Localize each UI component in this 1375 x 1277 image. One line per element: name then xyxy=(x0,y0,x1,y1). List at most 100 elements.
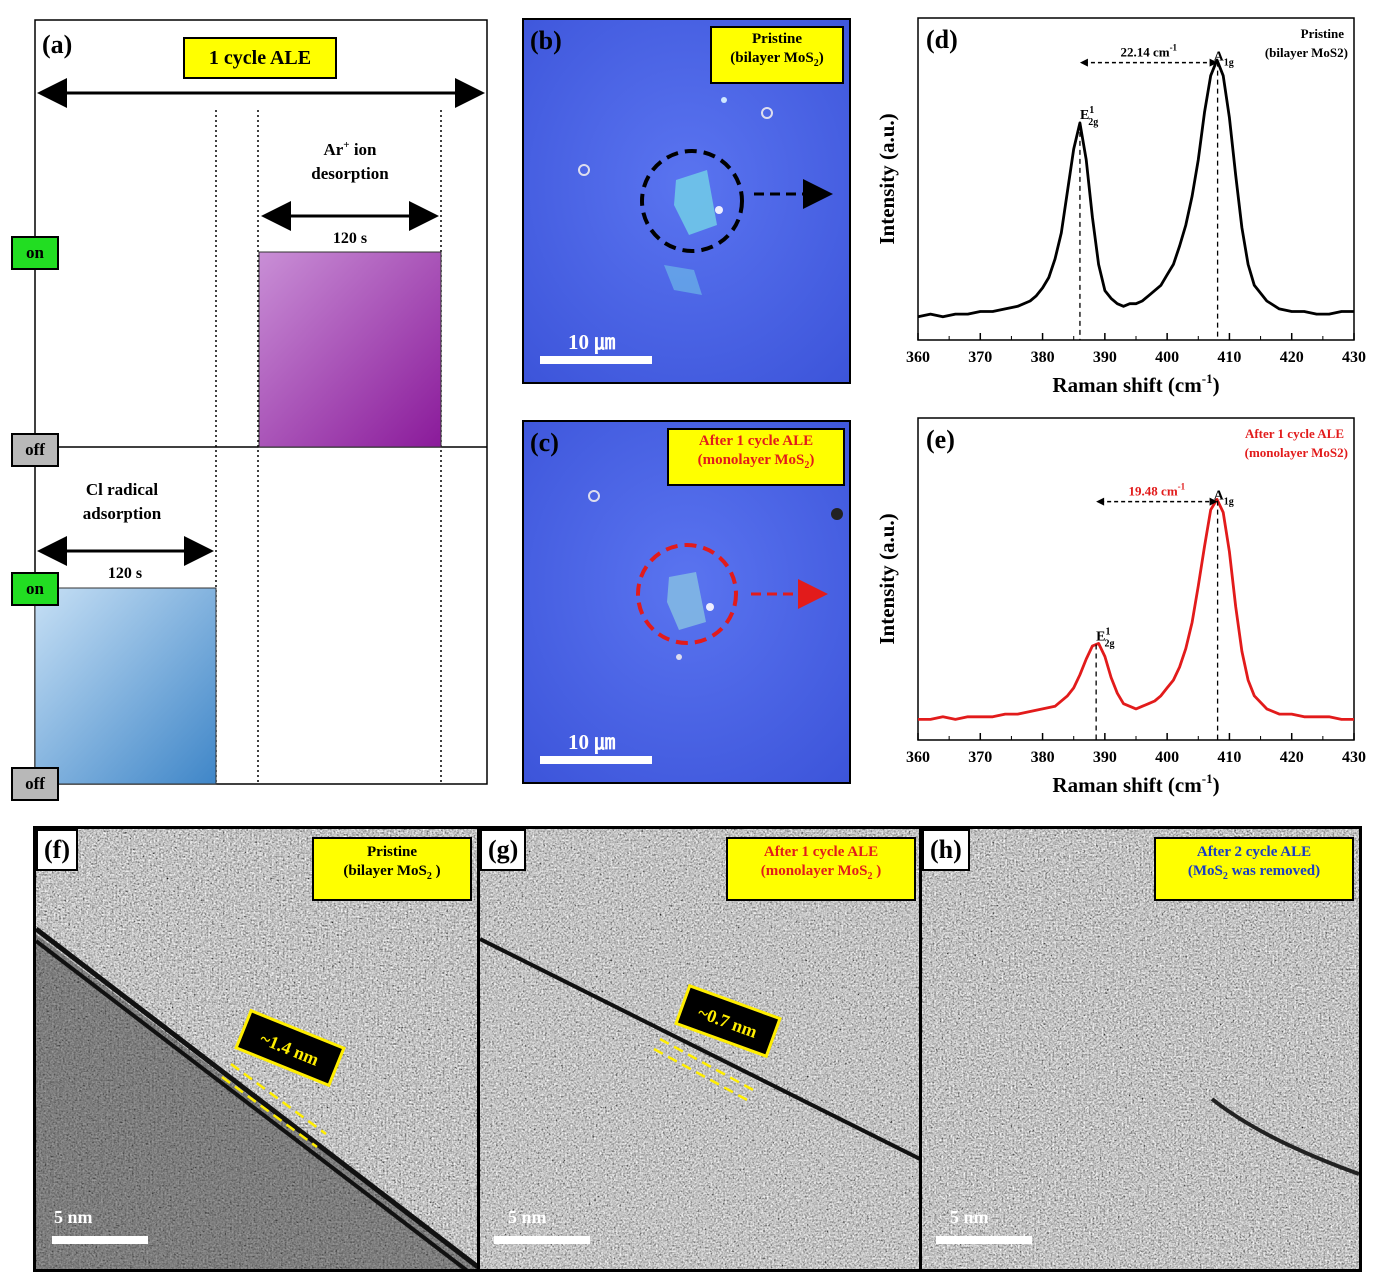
panel-a-label: (a) xyxy=(42,30,73,59)
box-line2: (bilayer MoS2 ) xyxy=(343,862,441,882)
panel-g-condition-box: After 1 cycle ALE (monolayer MoS2 ) xyxy=(726,837,916,901)
flake-circle xyxy=(636,543,738,645)
box-line2: (MoS2 was removed) xyxy=(1187,862,1321,882)
panel-h-tem: (h) After 2 cycle ALE (MoS2 was removed)… xyxy=(919,826,1362,1272)
ar-ion-label-line2: desorption xyxy=(311,164,389,183)
scale-bar xyxy=(494,1236,590,1244)
cl-label-line1: Cl radical xyxy=(86,480,159,499)
condition-annotation: Pristine xyxy=(1301,26,1345,41)
panel-h-label: (h) xyxy=(922,829,970,871)
arrow-head xyxy=(1209,58,1218,67)
box-line2: (monolayer MoS2) xyxy=(697,451,815,471)
condition-annotation-sub: (monolayer MoS2) xyxy=(1245,445,1348,460)
cl-off-tag: off xyxy=(11,767,59,801)
scale-label: 10 ㎛ xyxy=(568,730,616,754)
thickness-box xyxy=(234,1008,346,1088)
flake-circle xyxy=(640,149,744,253)
scale-bar xyxy=(936,1236,1032,1244)
scale-bar xyxy=(540,356,652,364)
scale-label: 5 nm xyxy=(508,1207,547,1227)
cl-duration-label: 120 s xyxy=(108,565,142,582)
particle xyxy=(588,490,600,502)
particle xyxy=(761,107,773,119)
ar-off-tag: off xyxy=(11,433,59,467)
box-line1: After 2 cycle ALE xyxy=(1196,844,1312,860)
box-line1: Pristine xyxy=(367,844,417,860)
cl-radical-pulse-bar xyxy=(34,587,217,785)
plot-frame xyxy=(917,417,1355,741)
x-tick-label: 400 xyxy=(1155,749,1179,766)
peak-separation-label: 22.14 cm-1 xyxy=(1120,43,1177,60)
x-tick-label: 410 xyxy=(1217,349,1241,366)
scale-bar xyxy=(52,1236,148,1244)
scale-label: 5 nm xyxy=(54,1207,93,1227)
panel-b-label: (b) xyxy=(530,26,562,55)
panel-c-label: (c) xyxy=(530,428,559,457)
particle xyxy=(706,603,714,611)
tem-h-image xyxy=(922,829,1359,1269)
box-line2: (monolayer MoS2 ) xyxy=(760,862,882,882)
x-tick-label: 370 xyxy=(968,349,992,366)
panel-c-micrograph: (c) After 1 cycle ALE (monolayer MoS2) 1… xyxy=(522,420,851,784)
panel-g-tem: ~0.7 nm (g) After 1 cycle ALE (monolayer… xyxy=(477,826,923,1272)
x-tick-label: 360 xyxy=(906,749,930,766)
mos2-flake xyxy=(674,170,717,235)
cycle-title-box: 1 cycle ALE xyxy=(183,37,337,79)
x-tick-label: 390 xyxy=(1093,749,1117,766)
x-tick-label: 420 xyxy=(1280,749,1304,766)
cl-on-tag: on xyxy=(11,572,59,606)
raman-chart-pristine: 360 370 380 390 400 410 420 430 Raman shift (cm-… xyxy=(875,17,1366,397)
panel-a: Ar+ ion desorption 120 s Cl radical adso… xyxy=(0,0,500,810)
thickness-guide xyxy=(221,1075,318,1149)
x-tick-label: 370 xyxy=(968,749,992,766)
y-axis-label: Intensity (a.u.) xyxy=(875,113,899,244)
particle xyxy=(578,164,590,176)
x-tick-label: 400 xyxy=(1155,349,1179,366)
x-tick-label: 390 xyxy=(1093,349,1117,366)
residual-edge-line xyxy=(1210,1097,1359,1176)
scale-label: 5 nm xyxy=(950,1207,989,1227)
mos2-flake xyxy=(667,572,706,630)
ar-ion-label-line1: Ar+ ion xyxy=(323,139,377,159)
thickness-box xyxy=(674,983,782,1059)
panel-b-condition-box: Pristine (bilayer MoS2) xyxy=(710,26,844,84)
ar-ion-pulse-bar xyxy=(258,251,442,448)
condition-annotation: After 1 cycle ALE xyxy=(1245,426,1344,441)
x-tick-label: 420 xyxy=(1280,349,1304,366)
y-axis-label: Intensity (a.u.) xyxy=(875,513,899,644)
x-tick-label: 430 xyxy=(1342,749,1366,766)
arrow-head xyxy=(1096,497,1105,506)
panel-f-condition-box: Pristine (bilayer MoS2 ) xyxy=(312,837,472,901)
x-axis-label: Raman shift (cm-1) xyxy=(1052,371,1219,397)
scale-label: 10 ㎛ xyxy=(568,330,616,354)
ar-duration-label: 120 s xyxy=(333,230,367,247)
peak-label: A1g xyxy=(1214,489,1234,508)
peak-label: A1g xyxy=(1214,50,1234,69)
arrow-head xyxy=(1209,497,1218,506)
box-line2: (bilayer MoS2) xyxy=(730,49,824,69)
scale-bar xyxy=(540,756,652,764)
plot-frame xyxy=(917,17,1355,341)
box-line1: Pristine xyxy=(752,31,802,47)
cl-label-line2: adsorption xyxy=(83,504,162,523)
mos2-layer-line xyxy=(480,937,920,1161)
peak-separation-label: 19.48 cm-1 xyxy=(1129,482,1186,499)
x-tick-label: 430 xyxy=(1342,349,1366,366)
arrow-head xyxy=(1079,58,1088,67)
particle xyxy=(715,206,723,214)
mos2-layer-line xyxy=(36,927,478,1269)
panel-a-frame xyxy=(34,19,488,785)
x-tick-label: 380 xyxy=(1031,349,1055,366)
box-line1: After 1 cycle ALE xyxy=(698,433,814,449)
panel-label: (e) xyxy=(926,425,955,454)
panel-c-condition-box: After 1 cycle ALE (monolayer MoS2) xyxy=(667,428,845,486)
ale-timing-diagram: Ar+ ion desorption 120 s Cl radical adso… xyxy=(34,19,488,785)
raman-spectrum-line xyxy=(918,497,1354,721)
raman-spectrum-line xyxy=(917,58,1354,319)
mos2-layer-line xyxy=(36,939,469,1269)
tem-g-image: ~0.7 nm xyxy=(480,829,920,1269)
panel-f-tem: ~1.4 nm (f) Pristine (bilayer MoS2 ) 5 n… xyxy=(33,826,481,1272)
peak-label: E1 2g xyxy=(1096,626,1114,649)
tem-f-image: ~1.4 nm xyxy=(36,829,478,1269)
ar-on-tag: on xyxy=(11,236,59,270)
